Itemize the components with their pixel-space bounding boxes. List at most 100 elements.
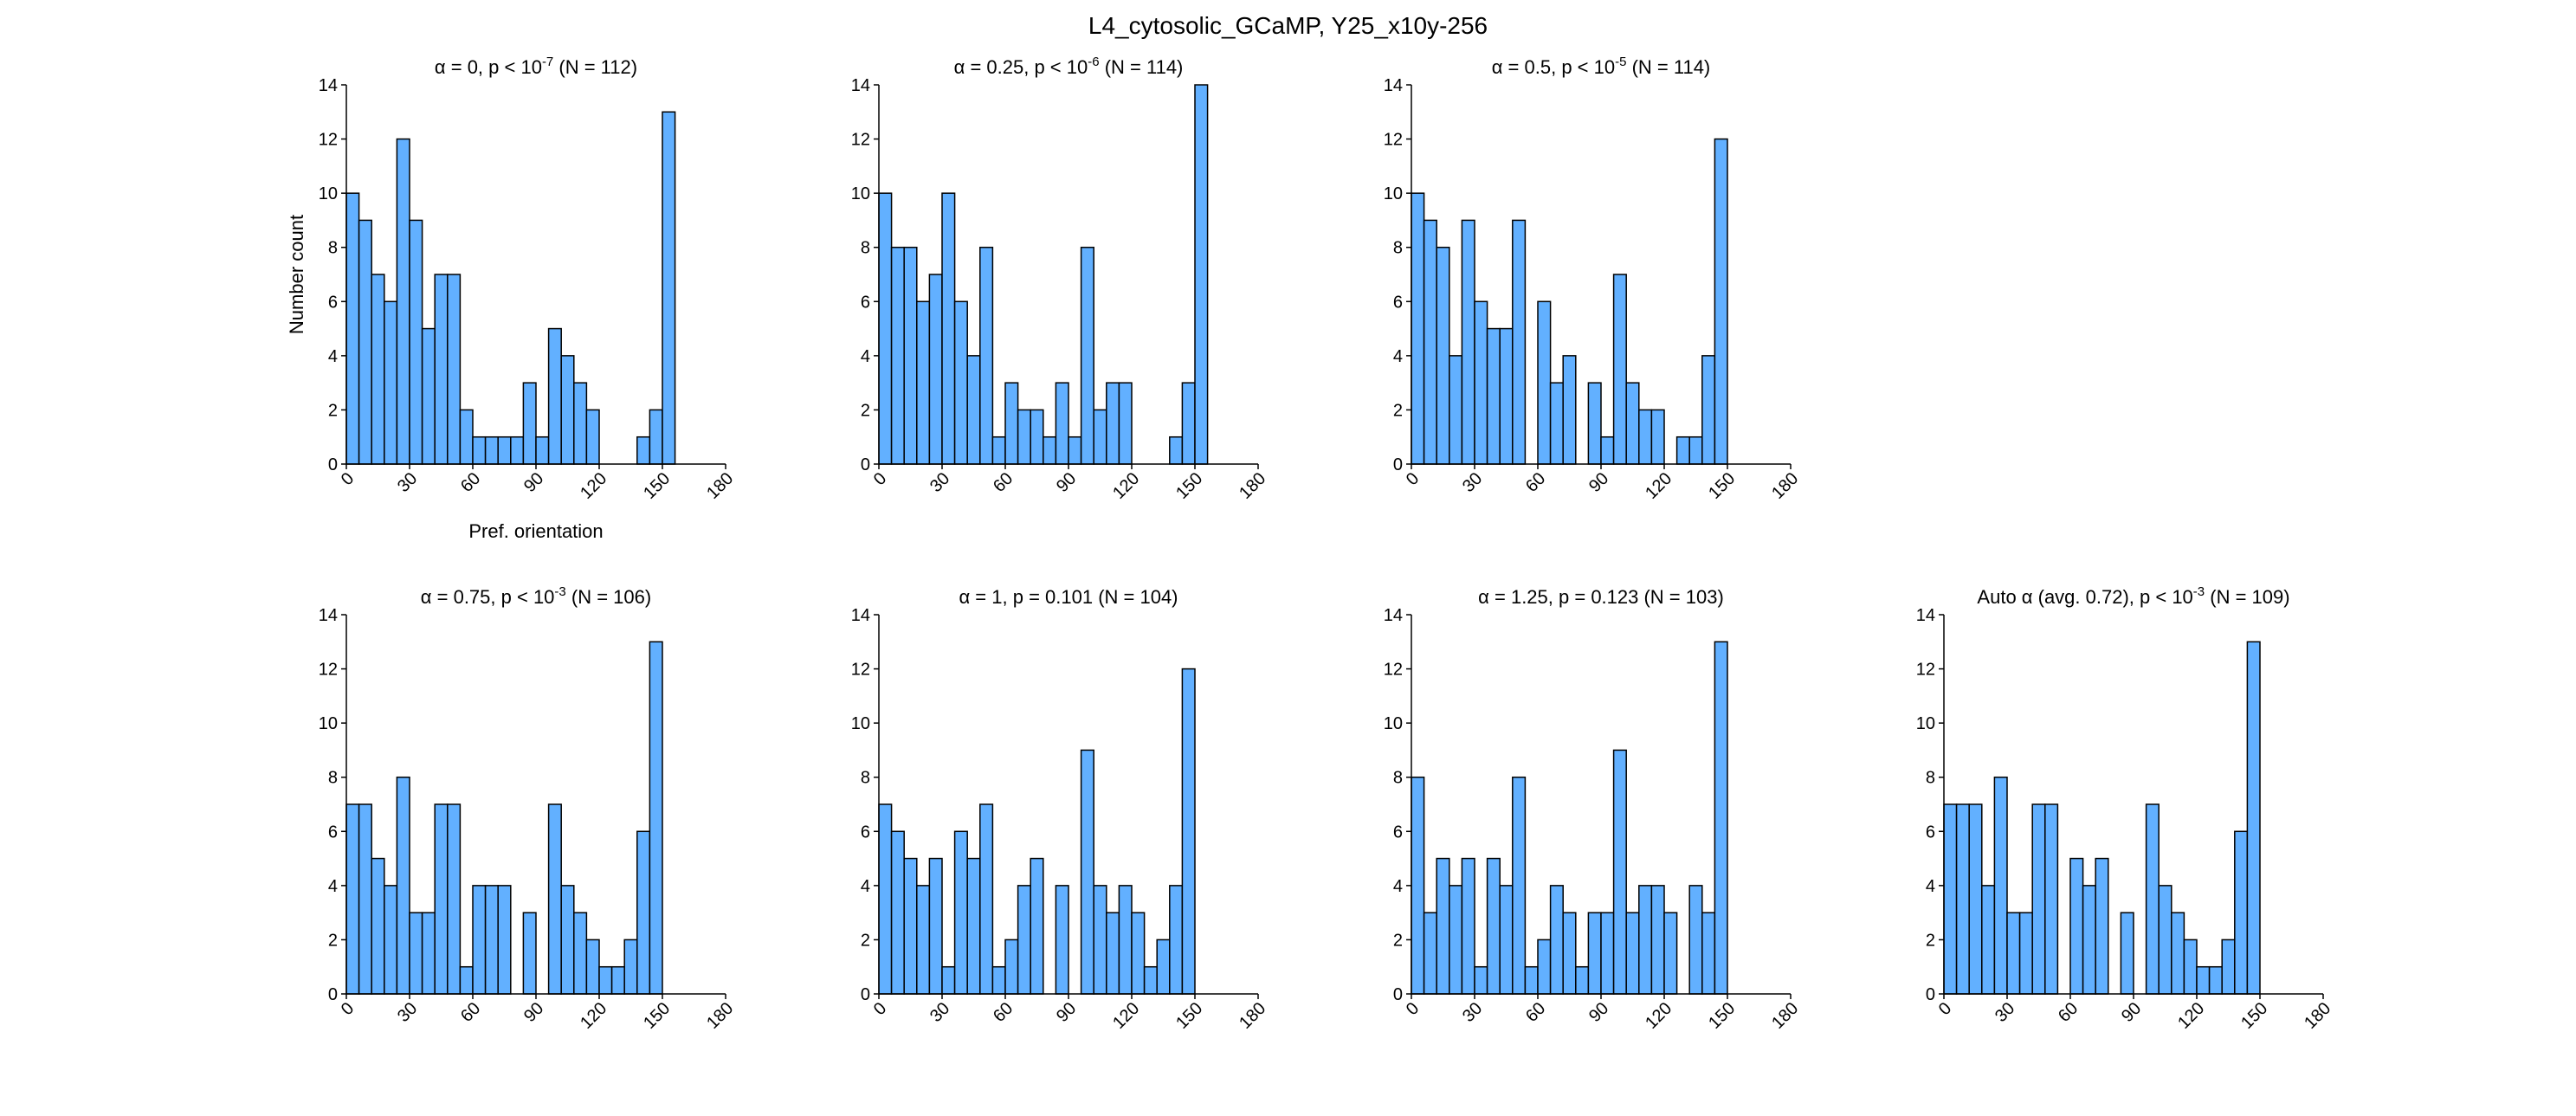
panel-title-exponent: -5 [1615,55,1626,69]
histogram-bar [1663,912,1678,995]
histogram-bar [1537,300,1552,465]
histogram-bar [1461,219,1475,465]
x-tick-label: 0 [338,469,358,489]
x-tick-label: 0 [870,469,890,489]
histogram-bar [1625,382,1640,465]
x-tick-label: 180 [703,999,737,1033]
histogram-bar [916,885,931,995]
y-tick-label: 12 [1384,131,1403,150]
histogram-panel-7: Auto α (avg. 0.72), p < 10-3 (N = 109) 0 2… [1916,584,2335,1033]
histogram-bar [345,192,360,465]
histogram-bar [2031,803,2046,995]
histogram-bar [991,965,1006,995]
x-tick-label: 180 [1768,469,1802,503]
x-tick-label: 120 [2174,999,2208,1033]
histogram-bar [573,382,588,465]
x-tick-label: 0 [1403,999,1423,1019]
histogram-bar [1118,382,1133,465]
panel-title: α = 1, p = 0.101 (N = 104) [959,586,1178,608]
histogram-bar [1436,857,1450,995]
histogram-bar [1017,885,1031,995]
panel-title-main: Auto α (avg. 0.72), p < 10 [1977,586,2192,608]
histogram-bar [1169,435,1184,465]
x-tick-label: 60 [457,999,484,1026]
histogram-bar [1080,246,1094,465]
histogram-bar [547,803,562,995]
histogram-bar [2145,803,2160,995]
histogram-bar [1169,885,1184,995]
x-tick-label: 180 [1236,469,1269,503]
histogram-bar [1650,885,1665,995]
y-tick-label: 14 [1916,606,1935,625]
histogram-bar [484,885,499,995]
histogram-bar [447,274,462,465]
histogram-bar [979,246,994,465]
y-tick-label: 4 [1926,877,1935,896]
histogram-bar [547,327,562,465]
panel-title-suffix: (N = 114) [1100,56,1184,78]
x-tick-label: 90 [1585,999,1612,1026]
x-tick-label: 150 [640,469,674,503]
y-tick-label: 2 [328,401,338,420]
y-tick-label: 2 [1926,931,1935,950]
y-tick-label: 6 [1393,822,1403,842]
y-tick-label: 0 [861,985,870,1004]
x-tick-label: 120 [1109,999,1143,1033]
histogram-bar [1612,749,1627,995]
histogram-bar [1181,382,1196,465]
histogram-bar [1701,355,1716,465]
y-tick-label: 4 [1393,347,1403,366]
histogram-bar [560,885,575,995]
histogram-panel-3: α = 0.5, p < 10-5 (N = 114) 0 2 4 6 8 10 12 14 0 3… [1384,55,1803,503]
histogram-bar [522,382,537,465]
x-tick-label: 150 [1172,999,1206,1033]
histogram-bar [1449,355,1463,465]
histogram-bar [1587,912,1602,995]
histogram-bar [2006,912,2021,995]
x-tick-label: 150 [1705,999,1739,1033]
histogram-bar [2044,803,2059,995]
x-tick-label: 0 [870,999,890,1019]
histogram-panel-6: α = 1.25, p = 0.123 (N = 103) 0 2 4 6 8 10 12 14… [1384,586,1803,1033]
histogram-bar [2069,857,2084,995]
histogram-bar [1688,885,1703,995]
x-tick-label: 150 [1172,469,1206,503]
histogram-bar [878,803,893,995]
panel-title-suffix: (N = 106) [566,586,651,608]
histogram-bar [1436,246,1450,465]
histogram-bar [2171,912,2185,995]
y-tick-label: 6 [1926,822,1935,842]
histogram-bar [1562,912,1577,995]
histogram-bar [2095,857,2109,995]
histogram-panel-4: α = 0.75, p < 10-3 (N = 106) 0 2 4 6 8 10 12 14 0… [319,584,738,1033]
x-tick-label: 120 [577,999,610,1033]
histogram-bar [598,965,613,995]
histogram-bar [459,409,474,465]
histogram-bar [1499,327,1514,465]
histogram-bar [396,138,410,465]
histogram-bar [1449,885,1463,995]
histogram-bar [636,435,651,465]
panel-title-main: α = 1.25, p = 0.123 (N = 103) [1478,586,1724,608]
histogram-bar [1625,912,1640,995]
y-tick-label: 2 [1393,401,1403,420]
y-tick-label: 10 [319,184,338,203]
histogram-bar [497,885,512,995]
y-tick-label: 4 [861,347,870,366]
histogram-bar [928,274,943,465]
x-tick-label: 60 [990,999,1017,1026]
histogram-bar [1461,857,1475,995]
histogram-bar [1156,939,1171,995]
y-tick-label: 10 [1384,714,1403,733]
y-tick-label: 6 [861,293,870,312]
histogram-bar [345,803,360,995]
x-tick-label: 150 [640,999,674,1033]
histogram-bar [384,300,398,465]
y-tick-label: 8 [861,769,870,788]
histogram-bar [358,803,372,995]
histogram-bar [649,641,663,995]
x-tick-label: 30 [1459,469,1486,496]
y-tick-label: 0 [1393,985,1403,1004]
histogram-bar [1562,355,1577,465]
y-tick-label: 10 [1384,184,1403,203]
